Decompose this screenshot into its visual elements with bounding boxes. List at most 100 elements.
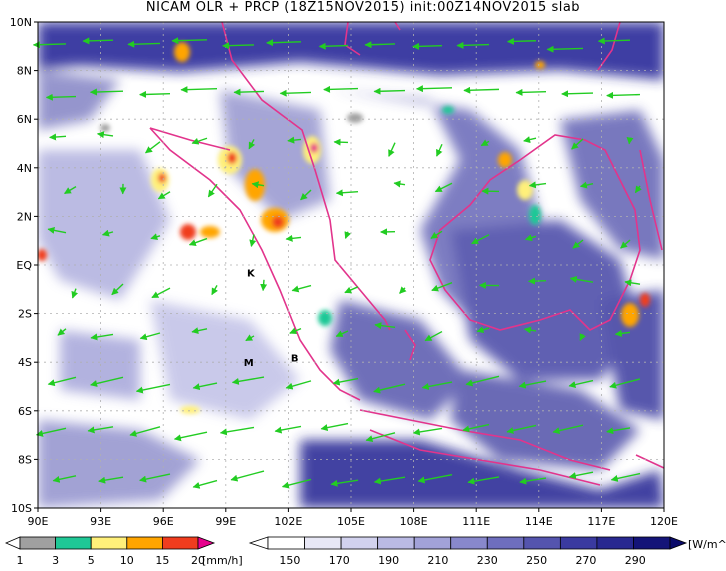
lat-tick-label: 10N: [10, 16, 32, 29]
wind-arrow: [35, 427, 67, 437]
olr-colorbar-min-triangle: [248, 536, 269, 550]
precip-colorbar-label: 20: [191, 554, 205, 567]
precip-colorbar-min-triangle: [4, 536, 21, 550]
precip-colorbar-label: 3: [52, 554, 59, 567]
wind-arrow: [624, 279, 641, 287]
wind-arrow: [139, 473, 171, 483]
olr-colorbar-segment: [267, 536, 305, 550]
wind-arrow: [506, 37, 537, 45]
lat-lon-grid: [38, 22, 664, 508]
olr-colorbar-max-triangle: [669, 536, 688, 550]
wind-arrow: [245, 334, 255, 342]
wind-arrow: [527, 277, 547, 285]
wind-arrow: [430, 230, 443, 239]
precip-colorbar-segment: [55, 536, 92, 550]
lat-tick-label: 4S: [18, 356, 32, 369]
precip-colorbar-label: 10: [120, 554, 134, 567]
wind-arrow: [634, 185, 642, 194]
wind-arrow: [388, 142, 396, 157]
map-title: NICAM OLR + PRCP (18Z15NOV2015) init:00Z…: [145, 0, 581, 15]
wind-arrow: [289, 327, 302, 335]
wind-arrow: [98, 476, 124, 484]
wind-arrow: [610, 472, 641, 482]
precip-colorbar-segment: [126, 536, 163, 550]
wind-arrow: [568, 379, 594, 389]
lon-tick-label: 114E: [525, 515, 553, 528]
lon-tick-label: 93E: [90, 515, 111, 528]
wind-arrow: [135, 383, 171, 394]
lat-tick-label: 8N: [17, 65, 32, 78]
wind-arrow: [211, 285, 219, 296]
wind-arrow: [524, 234, 537, 241]
lon-tick-label: 120E: [650, 515, 678, 528]
wind-arrow: [434, 182, 453, 193]
wind-arrow: [171, 37, 208, 45]
wind-arrow: [101, 229, 114, 237]
wind-arrow: [606, 91, 641, 99]
wind-arrow: [333, 138, 349, 146]
wind-arrow: [364, 41, 396, 49]
wind-arrow: [180, 86, 218, 94]
wind-arrow: [287, 136, 302, 144]
wind-arrow: [374, 322, 396, 330]
wind-arrow: [300, 189, 312, 201]
wind-arrow: [266, 39, 302, 47]
wind-arrow: [49, 133, 67, 141]
olr-colorbar-segment: [340, 536, 379, 550]
precip-colorbar-max-triangle: [197, 536, 216, 550]
wind-arrow: [373, 87, 406, 95]
lon-tick-label: 117E: [587, 515, 615, 528]
wind-arrow: [89, 88, 124, 96]
wind-arrow: [335, 189, 359, 197]
wind-arrow: [399, 286, 407, 294]
wind-arrow: [260, 279, 268, 292]
lat-tick-label: 10S: [11, 502, 32, 515]
wind-arrow: [467, 476, 500, 485]
precip-colorbar-segment: [19, 536, 56, 550]
wind-arrow: [151, 287, 171, 299]
wind-arrow: [249, 234, 257, 247]
wind-arrow: [96, 131, 114, 139]
wind-arrow: [415, 85, 453, 93]
wind-arrow: [47, 376, 77, 387]
wind-arrow: [248, 139, 256, 150]
lon-tick-label: 99E: [215, 515, 236, 528]
olr-colorbar-label: 270: [575, 554, 596, 567]
wind-arrow: [463, 86, 500, 94]
wind-arrow: [291, 284, 312, 293]
lat-tick-label: 2S: [18, 308, 32, 321]
station-marker-m: M: [244, 358, 254, 369]
wind-arrow: [318, 42, 349, 50]
wind-arrow: [45, 93, 77, 101]
wind-arrow: [173, 431, 208, 442]
wind-arrow: [219, 426, 255, 436]
wind-arrow: [222, 42, 255, 50]
wind-arrow: [150, 233, 161, 241]
wind-arrow: [344, 286, 359, 294]
olr-colorbar-label: 230: [477, 554, 498, 567]
olr-colorbar-segment: [304, 536, 342, 550]
wind-arrow: [330, 479, 359, 487]
olr-colorbar-label: 290: [625, 554, 646, 567]
precip-colorbar: 1 3 5 10 15 20[mm/h]: [4, 536, 243, 567]
wind-arrow: [157, 191, 171, 200]
wind-arrow: [230, 470, 265, 482]
wind-arrow: [139, 332, 161, 341]
wind-arrow: [188, 237, 208, 246]
wind-arrow: [192, 382, 218, 391]
wind-arrow: [412, 42, 443, 50]
wind-arrow: [436, 143, 443, 157]
wind-arrow: [528, 181, 547, 189]
olr-colorbar-unit: [W/m^2]: [688, 538, 726, 551]
wind-arrow: [626, 136, 634, 145]
wind-arrow: [506, 424, 537, 434]
wind-arrow: [191, 137, 208, 145]
wind-arrow: [71, 288, 79, 299]
olr-colorbar-label: 170: [329, 554, 350, 567]
coastlines: [149, 22, 664, 486]
olr-colorbar-segment: [450, 536, 488, 550]
wind-arrow: [476, 326, 490, 334]
olr-colorbar-segment: [377, 536, 415, 550]
wind-arrow: [274, 425, 302, 434]
